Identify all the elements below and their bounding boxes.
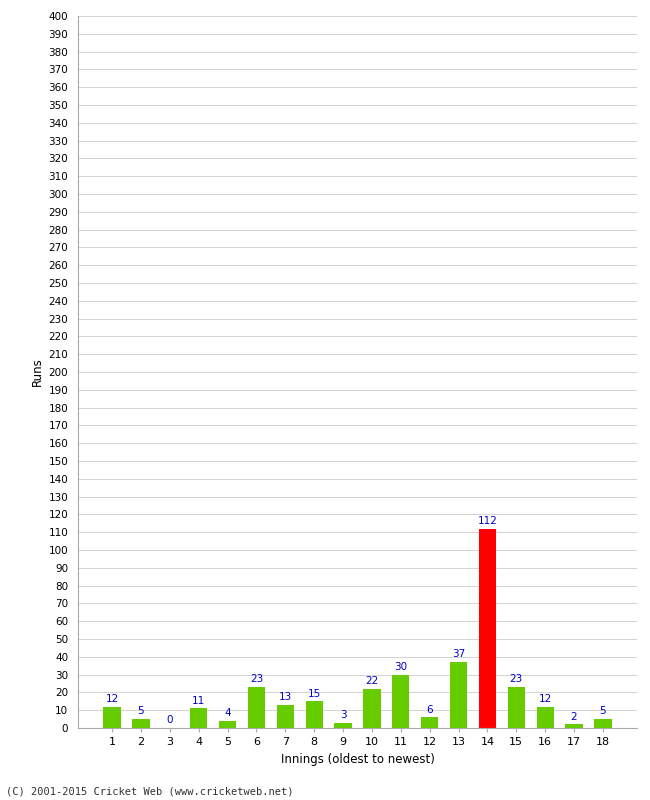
Text: 6: 6 (426, 705, 433, 714)
Bar (133, 719, 150, 728)
Bar (334, 722, 352, 728)
Text: 30: 30 (395, 662, 408, 672)
Bar (277, 705, 294, 728)
Bar (103, 706, 121, 728)
Bar (306, 702, 323, 728)
Bar (508, 687, 525, 728)
Text: 4: 4 (224, 708, 231, 718)
Text: (C) 2001-2015 Cricket Web (www.cricketweb.net): (C) 2001-2015 Cricket Web (www.cricketwe… (6, 786, 294, 796)
X-axis label: Innings (oldest to newest): Innings (oldest to newest) (281, 753, 434, 766)
Bar (594, 719, 612, 728)
Text: 112: 112 (478, 516, 497, 526)
Y-axis label: Runs: Runs (31, 358, 44, 386)
Text: 2: 2 (571, 712, 577, 722)
Text: 5: 5 (599, 706, 606, 717)
Bar (219, 721, 236, 728)
Text: 0: 0 (166, 715, 173, 726)
Text: 15: 15 (307, 689, 321, 698)
Text: 12: 12 (539, 694, 552, 704)
Bar (190, 709, 207, 728)
Text: 5: 5 (138, 706, 144, 717)
Text: 23: 23 (250, 674, 263, 684)
Text: 12: 12 (105, 694, 119, 704)
Text: 11: 11 (192, 696, 205, 706)
Text: 13: 13 (279, 692, 292, 702)
Bar (248, 687, 265, 728)
Text: 37: 37 (452, 650, 465, 659)
Text: 3: 3 (340, 710, 346, 720)
Bar (392, 674, 410, 728)
Text: 22: 22 (365, 676, 378, 686)
Text: 23: 23 (510, 674, 523, 684)
Bar (479, 529, 496, 728)
Bar (566, 725, 582, 728)
Bar (450, 662, 467, 728)
Bar (421, 718, 438, 728)
Bar (363, 689, 381, 728)
Bar (536, 706, 554, 728)
